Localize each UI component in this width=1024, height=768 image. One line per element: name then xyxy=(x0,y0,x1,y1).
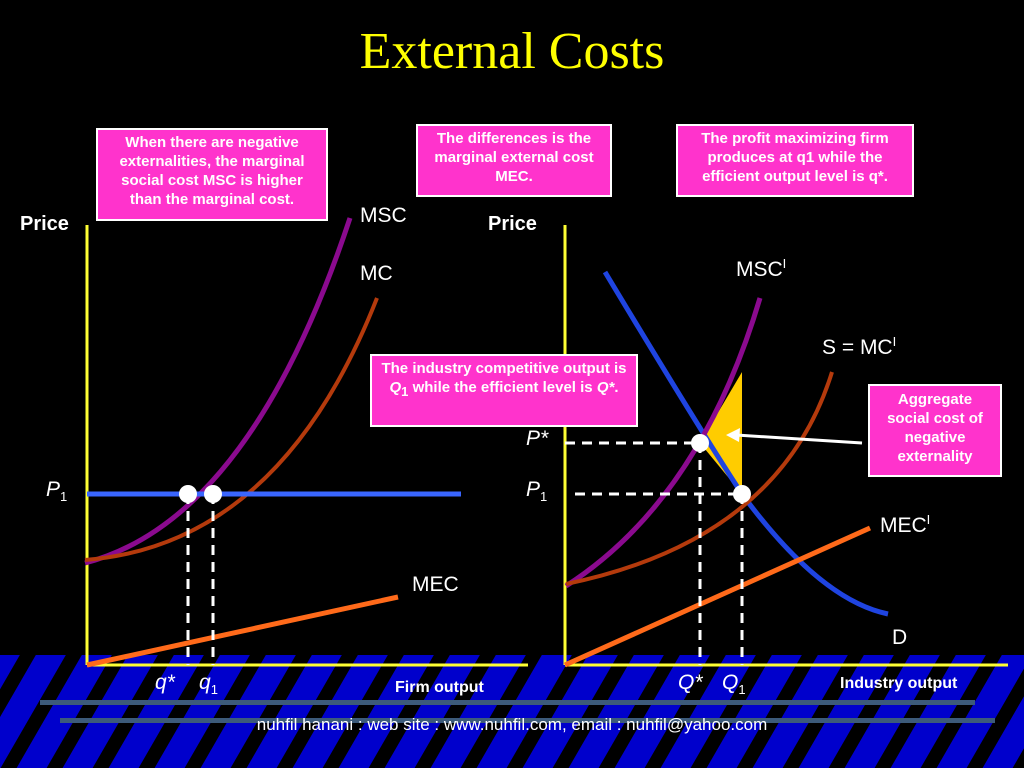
footer-rule-top xyxy=(40,700,975,705)
left-q1-label: q1 xyxy=(199,671,218,697)
right-p1-sub: 1 xyxy=(540,489,548,505)
right-qstar-label: Q* xyxy=(678,671,703,694)
right-competitive-point xyxy=(733,485,751,503)
left-mec-line xyxy=(86,594,399,668)
right-mec-sup: I xyxy=(926,512,931,527)
pointer-arrowhead xyxy=(726,428,740,442)
footer-credit: nuhfil hanani : web site : www.nuhfil.co… xyxy=(256,715,768,734)
right-q1-letter: Q xyxy=(722,671,739,694)
footer-rule-bottom xyxy=(60,718,995,723)
left-qstar-label: q* xyxy=(155,671,175,694)
stripe-band xyxy=(0,655,1024,768)
right-mc-curve xyxy=(565,371,834,586)
note4-end: . xyxy=(614,379,619,396)
note-negative-externality: When there are negative externalities, t… xyxy=(96,128,328,221)
left-p1-label: P1 xyxy=(46,478,67,504)
externality-area xyxy=(700,372,742,494)
right-q1-label: Q1 xyxy=(722,671,746,697)
right-mec-text: MEC xyxy=(880,514,927,537)
note-aggregate-social-cost: Aggregate social cost of negative extern… xyxy=(868,384,1002,477)
right-msc-sup: I xyxy=(782,256,787,271)
left-p1-letter: P xyxy=(46,478,61,501)
left-x-axis-label: Firm output xyxy=(395,679,484,696)
right-p1-label: P1 xyxy=(526,478,547,504)
left-efficient-point xyxy=(179,485,197,503)
left-mec-label: MEC xyxy=(412,573,459,596)
note4-q-sub: 1 xyxy=(401,384,409,399)
right-pstar-label: P* xyxy=(526,427,549,450)
note4-text-a: The industry competitive output is xyxy=(381,360,627,377)
right-mec-line xyxy=(563,525,872,668)
right-efficient-point xyxy=(691,434,709,452)
note-industry-output: The industry competitive output is Q1 wh… xyxy=(370,354,638,427)
slide-title: External Costs xyxy=(359,23,665,80)
note4-q: Q xyxy=(389,379,402,396)
right-p1-letter: P xyxy=(526,478,541,501)
right-s-text: S = MC xyxy=(822,336,893,359)
note4-qstar: Q* xyxy=(596,379,615,396)
right-msc-label: MSCI xyxy=(736,256,786,282)
right-s-sup: I xyxy=(892,334,897,349)
right-x-axis-label: Industry output xyxy=(840,675,958,692)
note-profit-max-firm: The profit maximizing firm produces at q… xyxy=(676,124,914,197)
note4-text-b: while the efficient level is xyxy=(408,379,597,396)
right-msc-text: MSC xyxy=(736,258,783,281)
right-q1-sub: 1 xyxy=(738,682,746,698)
left-q1-letter: q xyxy=(199,671,211,694)
left-profit-point xyxy=(204,485,222,503)
right-msc-curve xyxy=(564,297,763,589)
note-difference-mec: The differences is the marginal external… xyxy=(416,124,612,197)
right-d-label: D xyxy=(892,626,908,649)
left-q1-sub: 1 xyxy=(210,682,218,698)
right-s-label: S = MCI xyxy=(822,334,896,360)
pointer-arrow xyxy=(735,433,863,445)
left-mc-curve xyxy=(84,297,379,562)
left-msc-label: MSC xyxy=(360,204,407,227)
left-price-axis-label: Price xyxy=(20,213,69,235)
left-p1-sub: 1 xyxy=(60,489,68,505)
right-mec-label: MECI xyxy=(880,512,930,538)
left-msc-curve xyxy=(84,217,353,566)
right-price-axis-label: Price xyxy=(488,213,537,235)
left-mc-label: MC xyxy=(360,262,393,285)
